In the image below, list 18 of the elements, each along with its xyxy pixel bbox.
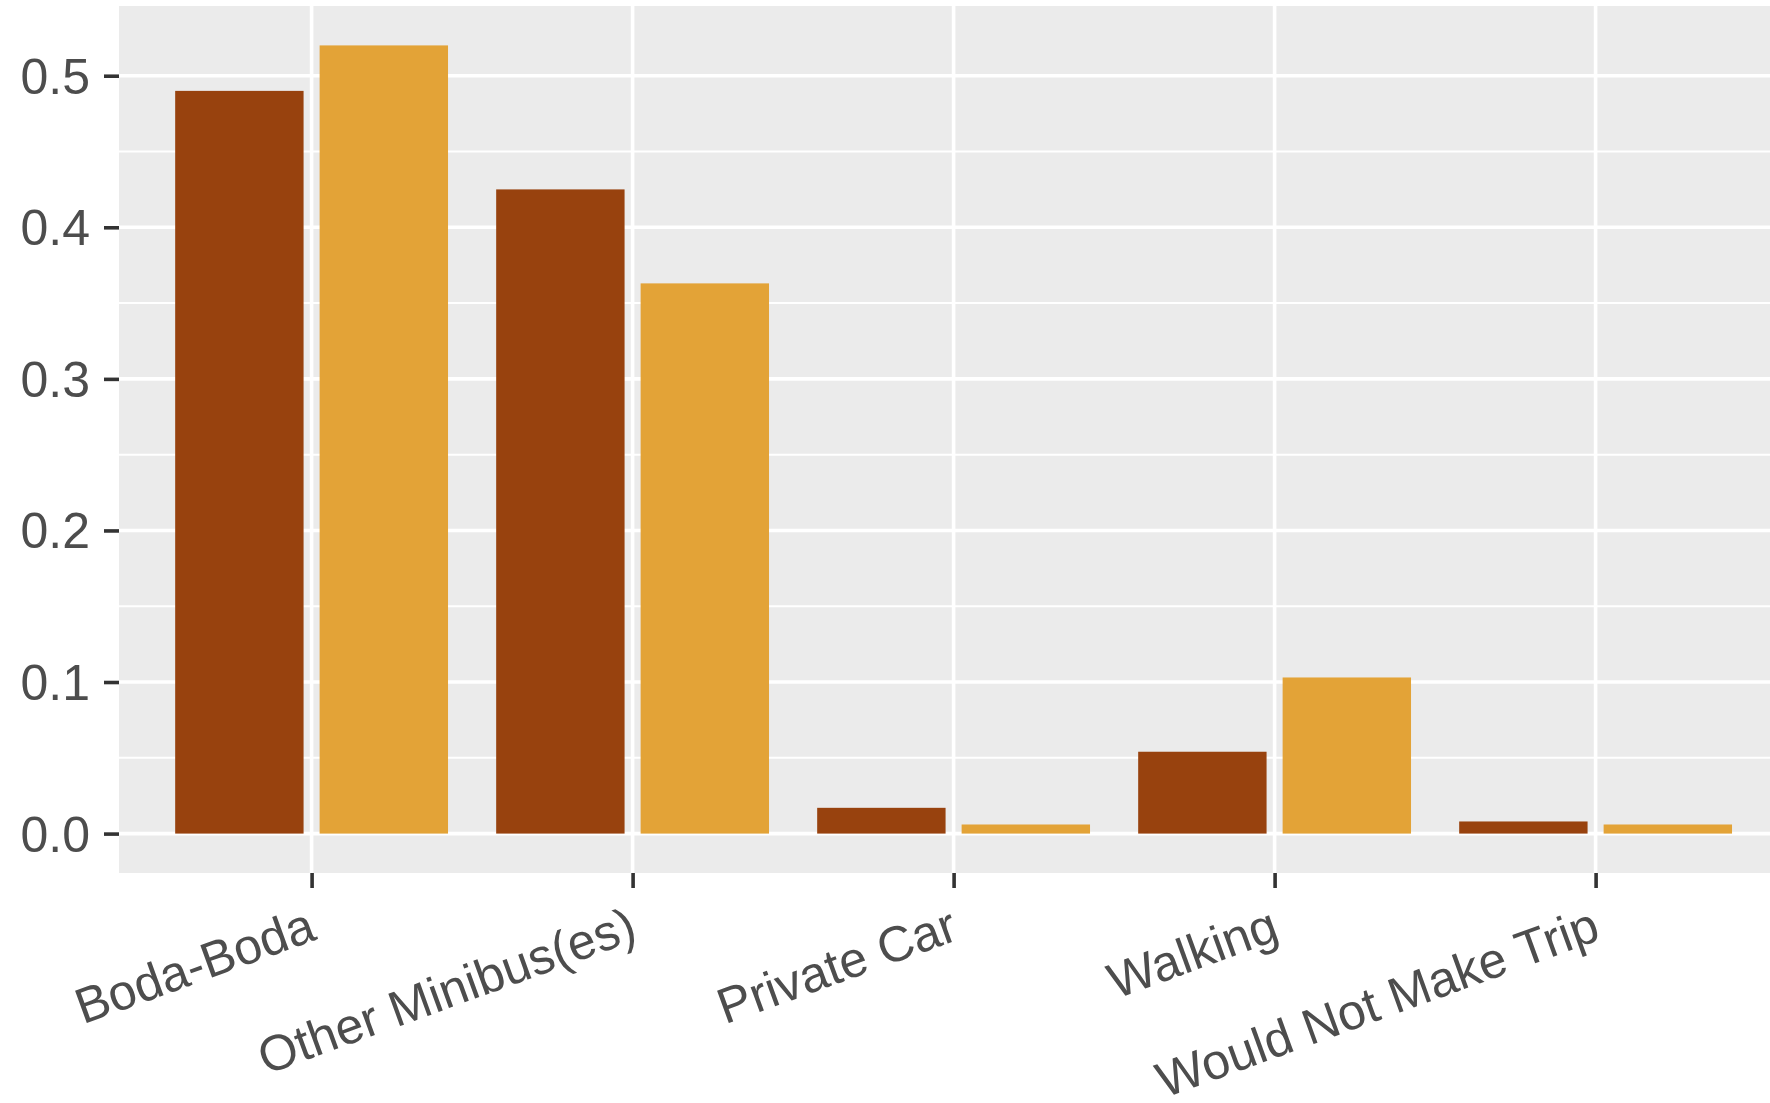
x-tick-label: Private Car — [709, 896, 964, 1035]
bar — [1138, 751, 1267, 834]
y-tick-label: 0.4 — [20, 200, 90, 257]
bar — [961, 824, 1091, 834]
bar — [175, 90, 304, 834]
bar — [496, 189, 625, 834]
bar — [1282, 677, 1412, 834]
bar — [817, 807, 946, 834]
y-tick-label: 0.5 — [20, 48, 90, 105]
y-tick-label: 0.0 — [20, 806, 90, 863]
y-tick-label: 0.2 — [20, 503, 90, 560]
bar — [1459, 821, 1588, 834]
y-tick-label: 0.1 — [20, 655, 90, 712]
x-tick-label: Walking — [1100, 896, 1285, 1010]
bar — [1603, 824, 1733, 834]
y-tick-label: 0.3 — [20, 351, 90, 408]
bar — [640, 283, 770, 834]
bar — [319, 45, 449, 834]
